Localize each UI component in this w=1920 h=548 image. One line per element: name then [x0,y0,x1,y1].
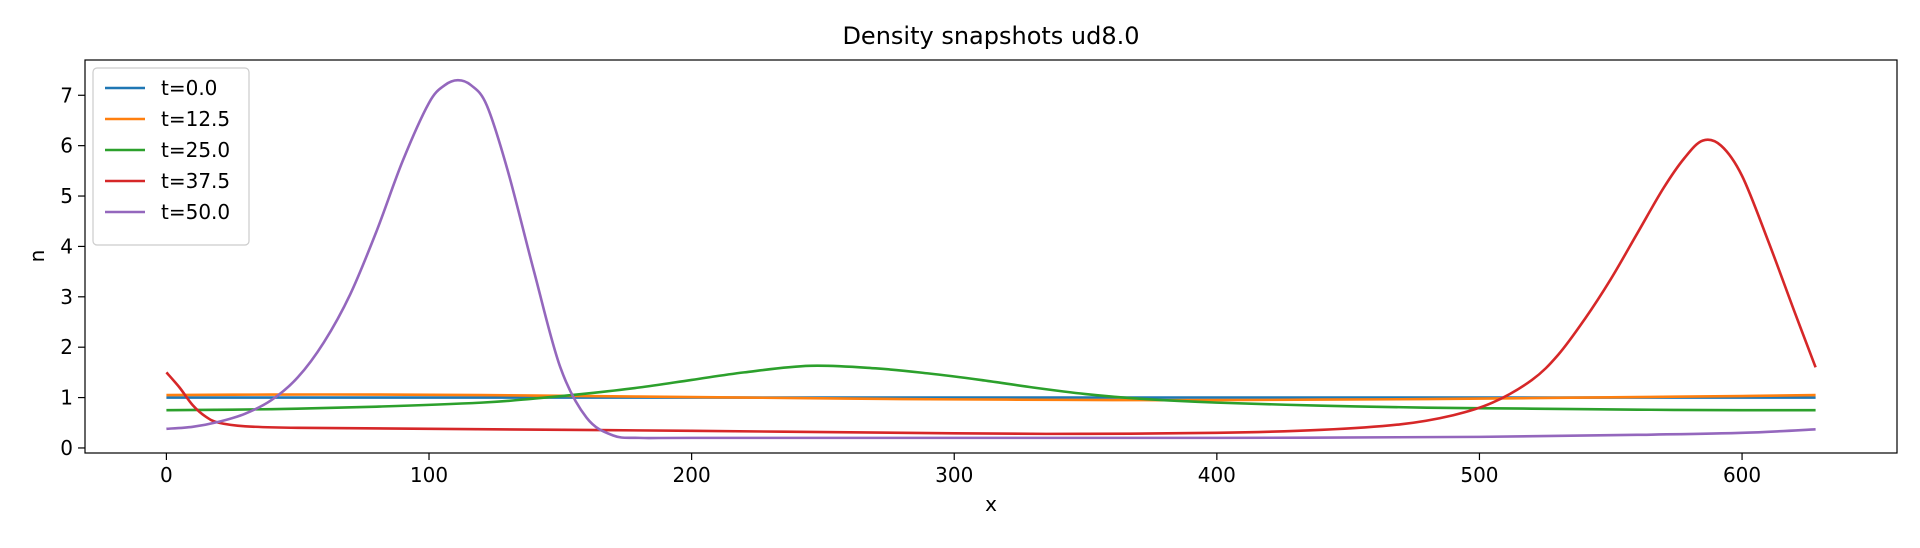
legend: t=0.0 t=12.5 t=25.0 t=37.5 t=50.0 [92,67,250,246]
y-tick-label: 7 [60,83,73,107]
x-tick-label: 0 [160,463,173,487]
y-tick-label: 6 [60,134,73,158]
y-tick-label: 1 [60,386,73,410]
x-tick-label: 600 [1723,463,1761,487]
series-line-3 [165,138,1817,436]
x-tick-label: 500 [1460,463,1498,487]
plot-area [84,59,1898,454]
x-tick-label: 300 [935,463,973,487]
legend-label-4: t=50.0 [161,200,230,224]
y-axis-ticks: 0 1 2 3 4 5 6 7 [60,83,85,460]
x-tick-label: 400 [1198,463,1236,487]
series-line-4 [166,78,1816,440]
legend-label-1: t=12.5 [161,107,230,131]
y-axis-label: n [25,250,49,263]
legend-label-2: t=25.0 [161,138,230,162]
series-line-1 [166,393,1816,402]
y-tick-label: 2 [60,335,73,359]
axes-frame [84,59,1898,454]
legend-label-3: t=37.5 [161,169,230,193]
legend-label-0: t=0.0 [161,76,217,100]
x-tick-label: 100 [410,463,448,487]
y-tick-label: 5 [60,184,73,208]
y-tick-label: 4 [60,234,73,258]
x-axis-label: x [985,492,997,516]
chart-title: Density snapshots ud8.0 [842,22,1139,50]
series-layer [165,78,1817,440]
legend-frame [92,67,250,246]
y-tick-label: 3 [60,285,73,309]
x-axis-ticks: 0 100 200 300 400 500 600 [160,453,1761,487]
x-tick-label: 200 [673,463,711,487]
y-tick-label: 0 [60,436,73,460]
series-line-2 [166,364,1816,412]
